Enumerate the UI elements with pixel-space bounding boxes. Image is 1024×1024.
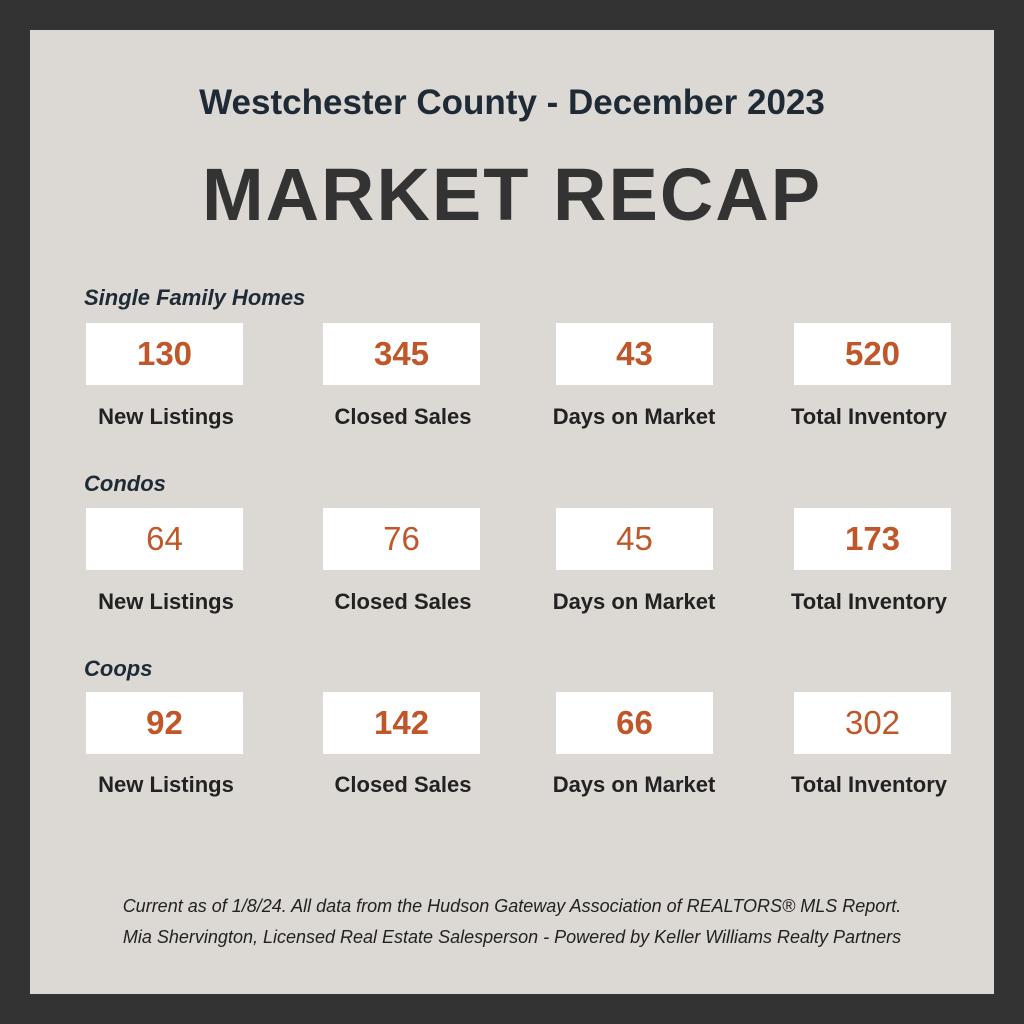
- section-label-coops: Coops: [84, 656, 153, 681]
- section-label-single-family: Single Family Homes: [84, 285, 306, 310]
- stat-value-total-inventory: 302: [794, 692, 951, 754]
- stat-label-days-on-market: Days on Market: [552, 404, 716, 429]
- footer-source-note: Current as of 1/8/24. All data from the …: [122, 896, 902, 916]
- stat-value-closed-sales: 76: [323, 508, 480, 570]
- page-subtitle: Westchester County - December 2023: [199, 83, 825, 122]
- stat-label-closed-sales: Closed Sales: [334, 589, 472, 614]
- stat-label-closed-sales: Closed Sales: [334, 404, 472, 429]
- stat-label-new-listings: New Listings: [98, 589, 234, 614]
- stat-value-days-on-market: 43: [556, 323, 713, 385]
- stat-value-new-listings: 130: [86, 323, 243, 385]
- stat-label-total-inventory: Total Inventory: [790, 772, 948, 797]
- stat-label-days-on-market: Days on Market: [552, 589, 716, 614]
- stat-label-closed-sales: Closed Sales: [334, 772, 472, 797]
- stat-value-total-inventory: 520: [794, 323, 951, 385]
- stat-label-new-listings: New Listings: [98, 772, 234, 797]
- section-label-condos: Condos: [84, 471, 166, 496]
- stat-value-total-inventory: 173: [794, 508, 951, 570]
- stat-label-new-listings: New Listings: [98, 404, 234, 429]
- footer-agent-credit: Mia Shervington, Licensed Real Estate Sa…: [122, 927, 902, 947]
- stat-label-total-inventory: Total Inventory: [790, 589, 948, 614]
- stat-value-new-listings: 92: [86, 692, 243, 754]
- stat-value-days-on-market: 66: [556, 692, 713, 754]
- stat-value-closed-sales: 345: [323, 323, 480, 385]
- stat-value-new-listings: 64: [86, 508, 243, 570]
- page-title: MARKET RECAP: [201, 153, 823, 236]
- stat-label-total-inventory: Total Inventory: [790, 404, 948, 429]
- stat-value-days-on-market: 45: [556, 508, 713, 570]
- stat-label-days-on-market: Days on Market: [552, 772, 716, 797]
- stat-value-closed-sales: 142: [323, 692, 480, 754]
